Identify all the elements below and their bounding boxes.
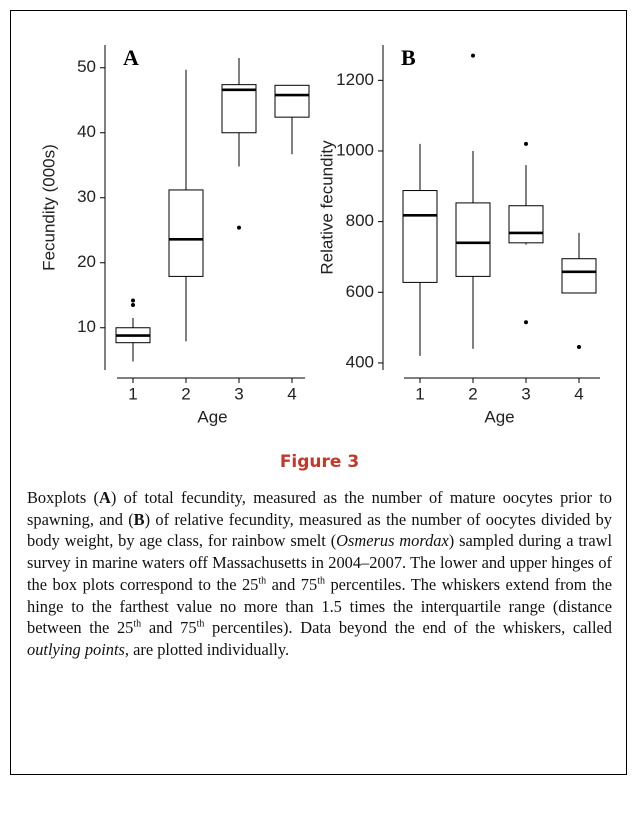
- y-tick-label: 1000: [336, 140, 374, 159]
- caption-text: ) of relative fecundity, measured as the…: [27, 509, 612, 551]
- caption-bold: A: [98, 488, 111, 507]
- y-tick-label: 800: [346, 211, 374, 230]
- x-tick-label: 1: [415, 384, 424, 403]
- x-tick-label: 1: [128, 384, 137, 403]
- outlier: [524, 320, 528, 325]
- caption-sup: th: [258, 575, 267, 587]
- caption-italic: Osmerus mordax: [336, 531, 449, 551]
- y-tick-label: 20: [77, 252, 96, 271]
- outlier: [471, 53, 475, 58]
- x-tick-label: 3: [234, 384, 243, 403]
- caption-text: and 75: [266, 574, 318, 594]
- y-tick-label: 400: [346, 352, 374, 371]
- y-tick-label: 30: [77, 187, 96, 206]
- figure-frame: [10, 10, 627, 775]
- x-tick-label: 4: [574, 384, 583, 403]
- caption-sup: th: [133, 618, 142, 630]
- x-tick-label: 3: [521, 384, 530, 403]
- outlier: [237, 225, 241, 230]
- box: [221, 84, 257, 134]
- caption-text: ) of total fecundity, measured as the nu…: [27, 488, 612, 529]
- caption-text: Boxplots (: [27, 488, 99, 507]
- caption-italic: outlying points: [27, 639, 125, 659]
- y-tick-label: 1200: [336, 70, 374, 89]
- y-axis-label: Fecundity (000s): [39, 144, 58, 271]
- caption-text: and 75: [141, 618, 197, 638]
- box: [561, 258, 597, 294]
- caption-text: percentiles. The whiskers extend from th…: [27, 574, 612, 638]
- caption-text: percentiles). Data beyond the end of the…: [204, 618, 612, 638]
- y-tick-label: 600: [346, 282, 374, 301]
- y-tick-label: 40: [77, 122, 96, 141]
- outlier: [131, 303, 135, 307]
- panel-label: A: [123, 45, 139, 70]
- x-tick-label: 2: [468, 384, 477, 403]
- caption-bold: B: [133, 509, 145, 529]
- y-tick-label: 10: [77, 317, 96, 336]
- caption: Boxplots (A) of total fecundity, measure…: [27, 487, 612, 661]
- panel-label: B: [401, 45, 416, 70]
- outlier: [131, 298, 135, 303]
- x-tick-label: 4: [287, 384, 296, 403]
- box: [508, 205, 544, 244]
- outlier: [577, 345, 581, 350]
- outlier: [524, 141, 528, 146]
- x-tick-label: 2: [181, 384, 190, 403]
- box: [455, 202, 491, 277]
- caption-sup: th: [317, 575, 325, 587]
- caption-text: ) sampled during a trawl survey in marin…: [27, 531, 613, 594]
- x-axis-label: Age: [197, 407, 227, 426]
- box: [402, 190, 438, 283]
- caption-text: , are plotted individually.: [124, 639, 290, 659]
- caption-sup: th: [196, 618, 205, 630]
- x-axis-label: Age: [484, 407, 514, 426]
- box: [274, 84, 310, 118]
- y-tick-label: 50: [77, 57, 96, 76]
- figure-label: Figure 3: [279, 452, 360, 472]
- box: [168, 189, 204, 277]
- y-axis-label: Relative fecundity: [317, 140, 336, 275]
- chart: 10 20 30 40 50 Fecundity (000s) Age A 1 2 3 4 400 600…: [39, 45, 600, 426]
